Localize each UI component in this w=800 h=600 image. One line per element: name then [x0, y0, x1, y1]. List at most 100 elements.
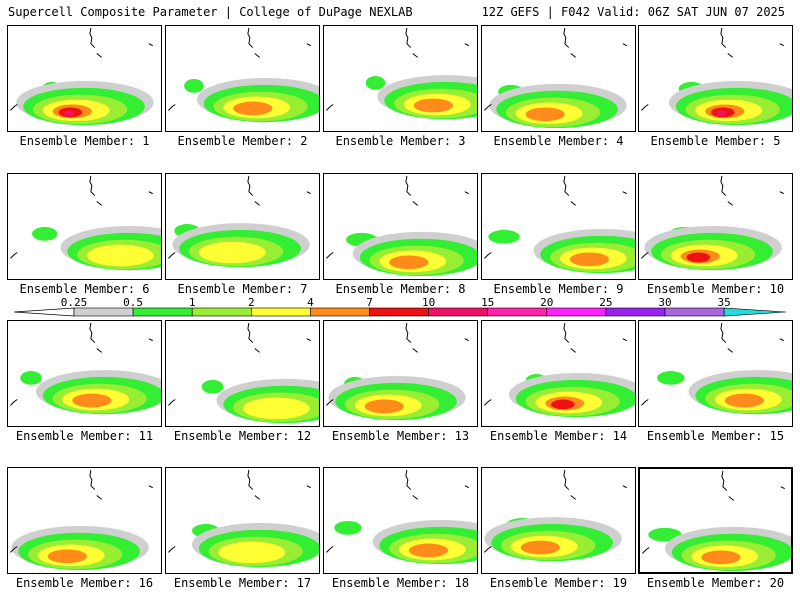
ensemble-member-label: Ensemble Member: 12 [173, 429, 312, 443]
scp-contour [569, 252, 610, 267]
island-outline [326, 104, 334, 111]
scp-contour [365, 76, 386, 90]
island-outline [464, 191, 469, 195]
coastline [563, 27, 570, 48]
colorbar-segment [605, 307, 666, 317]
island-outline [326, 546, 334, 553]
ensemble-member-panel[interactable] [7, 173, 162, 280]
island-outline [641, 252, 649, 259]
colorbar-segment [191, 307, 252, 317]
ensemble-member-panel[interactable] [481, 320, 636, 427]
island-outline [412, 495, 418, 500]
ensemble-member-label: Ensemble Member: 8 [335, 282, 466, 296]
scp-contour [389, 255, 429, 270]
ensemble-member-panel[interactable] [481, 173, 636, 280]
island-outline [326, 252, 334, 259]
scp-contour [86, 244, 154, 267]
ensemble-member-panel[interactable] [165, 320, 320, 427]
scp-map [641, 175, 784, 271]
coastline [247, 322, 254, 343]
island-outline [96, 348, 102, 353]
island-outline [306, 338, 311, 342]
scp-contour [20, 371, 42, 385]
ensemble-member-panel[interactable] [323, 320, 478, 427]
coastline [247, 27, 254, 48]
island-outline [464, 43, 469, 47]
island-outline [622, 338, 627, 342]
scp-contour [364, 399, 404, 414]
island-outline [306, 485, 311, 489]
ensemble-member-label: Ensemble Member: 19 [489, 576, 628, 590]
scp-map [168, 469, 319, 568]
ensemble-member-label: Ensemble Member: 20 [646, 576, 785, 590]
ensemble-member-label: Ensemble Member: 10 [646, 282, 785, 296]
ensemble-member-panel[interactable] [7, 320, 162, 427]
island-outline [254, 53, 260, 58]
island-outline [622, 485, 627, 489]
ensemble-member-panel[interactable] [323, 173, 478, 280]
ensemble-member-panel[interactable] [323, 25, 478, 132]
colorbar-tick-label: 30 [658, 296, 671, 309]
coastline [563, 469, 570, 490]
ensemble-member-panel[interactable] [165, 25, 320, 132]
island-outline [622, 43, 627, 47]
island-outline [148, 191, 153, 195]
island-outline [570, 495, 576, 500]
ensemble-member-panel[interactable] [638, 467, 793, 574]
coastline [405, 322, 412, 343]
scp-contour [716, 110, 727, 117]
colorbar-segment [428, 307, 489, 317]
island-outline [96, 53, 102, 58]
ensemble-member-panel[interactable] [638, 25, 793, 132]
coastline [89, 322, 96, 343]
scp-map [168, 175, 311, 268]
island-outline [306, 191, 311, 195]
colorbar-tick-label: 7 [366, 296, 373, 309]
island-outline [779, 338, 784, 342]
island-outline [464, 485, 469, 489]
scp-map [326, 469, 477, 565]
ensemble-member-label: Ensemble Member: 11 [15, 429, 154, 443]
coastline [89, 27, 96, 48]
ensemble-member-label: Ensemble Member: 5 [650, 134, 781, 148]
island-outline [254, 495, 260, 500]
colorbar-max-arrow [723, 307, 787, 317]
ensemble-member-label: Ensemble Member: 4 [493, 134, 624, 148]
scp-contour [488, 229, 520, 244]
ensemble-member-panel[interactable] [323, 467, 478, 574]
valid-time-label: 12Z GEFS | F042 Valid: 06Z SAT JUN 07 20… [481, 5, 785, 19]
scp-contour [334, 520, 362, 535]
scp-contour [520, 540, 560, 555]
island-outline [254, 348, 260, 353]
scp-map [641, 322, 792, 415]
scp-map [484, 322, 635, 418]
ensemble-member-panel[interactable] [7, 467, 162, 574]
coastline [721, 470, 728, 491]
ensemble-member-panel[interactable] [165, 467, 320, 574]
ensemble-member-panel[interactable] [481, 467, 636, 574]
scp-contour [198, 241, 266, 264]
colorbar-tick-label: 0.25 [61, 296, 88, 309]
colorbar-tick-label: 2 [248, 296, 255, 309]
scp-contour [657, 371, 685, 385]
island-outline [780, 486, 785, 490]
scp-map [326, 175, 477, 277]
colorbar-segment [369, 307, 429, 317]
scp-contour [32, 226, 58, 241]
ensemble-member-panel[interactable] [481, 25, 636, 132]
ensemble-member-label: Ensemble Member: 18 [331, 576, 470, 590]
ensemble-member-panel[interactable] [638, 173, 793, 280]
island-outline [642, 547, 650, 554]
coastline [563, 322, 570, 343]
island-outline [484, 399, 492, 406]
ensemble-member-panel[interactable] [165, 173, 320, 280]
ensemble-member-label: Ensemble Member: 9 [493, 282, 624, 296]
scp-map [641, 27, 792, 126]
scp-map [10, 469, 153, 571]
colorbar-segment [251, 307, 311, 317]
scp-contour [686, 252, 711, 263]
scp-map [168, 27, 319, 123]
ensemble-member-panel[interactable] [7, 25, 162, 132]
scp-contour [525, 107, 565, 122]
ensemble-member-panel[interactable] [638, 320, 793, 427]
